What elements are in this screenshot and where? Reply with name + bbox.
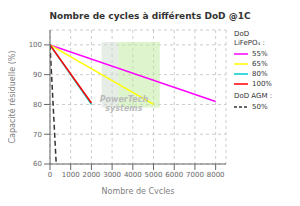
html-text:50%: 50%: [252, 103, 268, 111]
svg-text:100: 100: [29, 41, 42, 49]
svg-text:2000: 2000: [82, 171, 100, 179]
html-text:PowerTech systems: PowerTech systems: [99, 94, 149, 113]
svg-text:8000: 8000: [207, 171, 225, 179]
svg-text:4000: 4000: [124, 171, 142, 179]
svg-text:5000: 5000: [145, 171, 163, 179]
html-text:80%: 80%: [252, 70, 268, 78]
svg-text:90: 90: [33, 71, 42, 79]
svg-text:Capacité résiduelle (%): Capacité résiduelle (%): [8, 51, 17, 144]
html-text:55%: 55%: [252, 50, 268, 58]
html-text:100%: 100%: [252, 80, 272, 88]
svg-text:7000: 7000: [186, 171, 204, 179]
svg-text:3000: 3000: [103, 171, 121, 179]
html-text:DoD AGM :: DoD AGM :: [234, 92, 272, 100]
html-text:65%: 65%: [252, 60, 268, 68]
svg-text:70: 70: [33, 131, 42, 139]
svg-text:60: 60: [33, 160, 42, 168]
svg-text:80: 80: [33, 101, 42, 109]
svg-text:Nombre de Cycles: Nombre de Cycles: [102, 187, 175, 194]
html-text:Nombre de cycles à différents: Nombre de cycles à différents DoD @1C: [49, 11, 251, 21]
svg-text:0: 0: [48, 171, 52, 179]
svg-text:1000: 1000: [62, 171, 80, 179]
svg-text:6000: 6000: [165, 171, 183, 179]
html-text:DoD LiFePO₄ :: DoD LiFePO₄ :: [234, 30, 265, 47]
